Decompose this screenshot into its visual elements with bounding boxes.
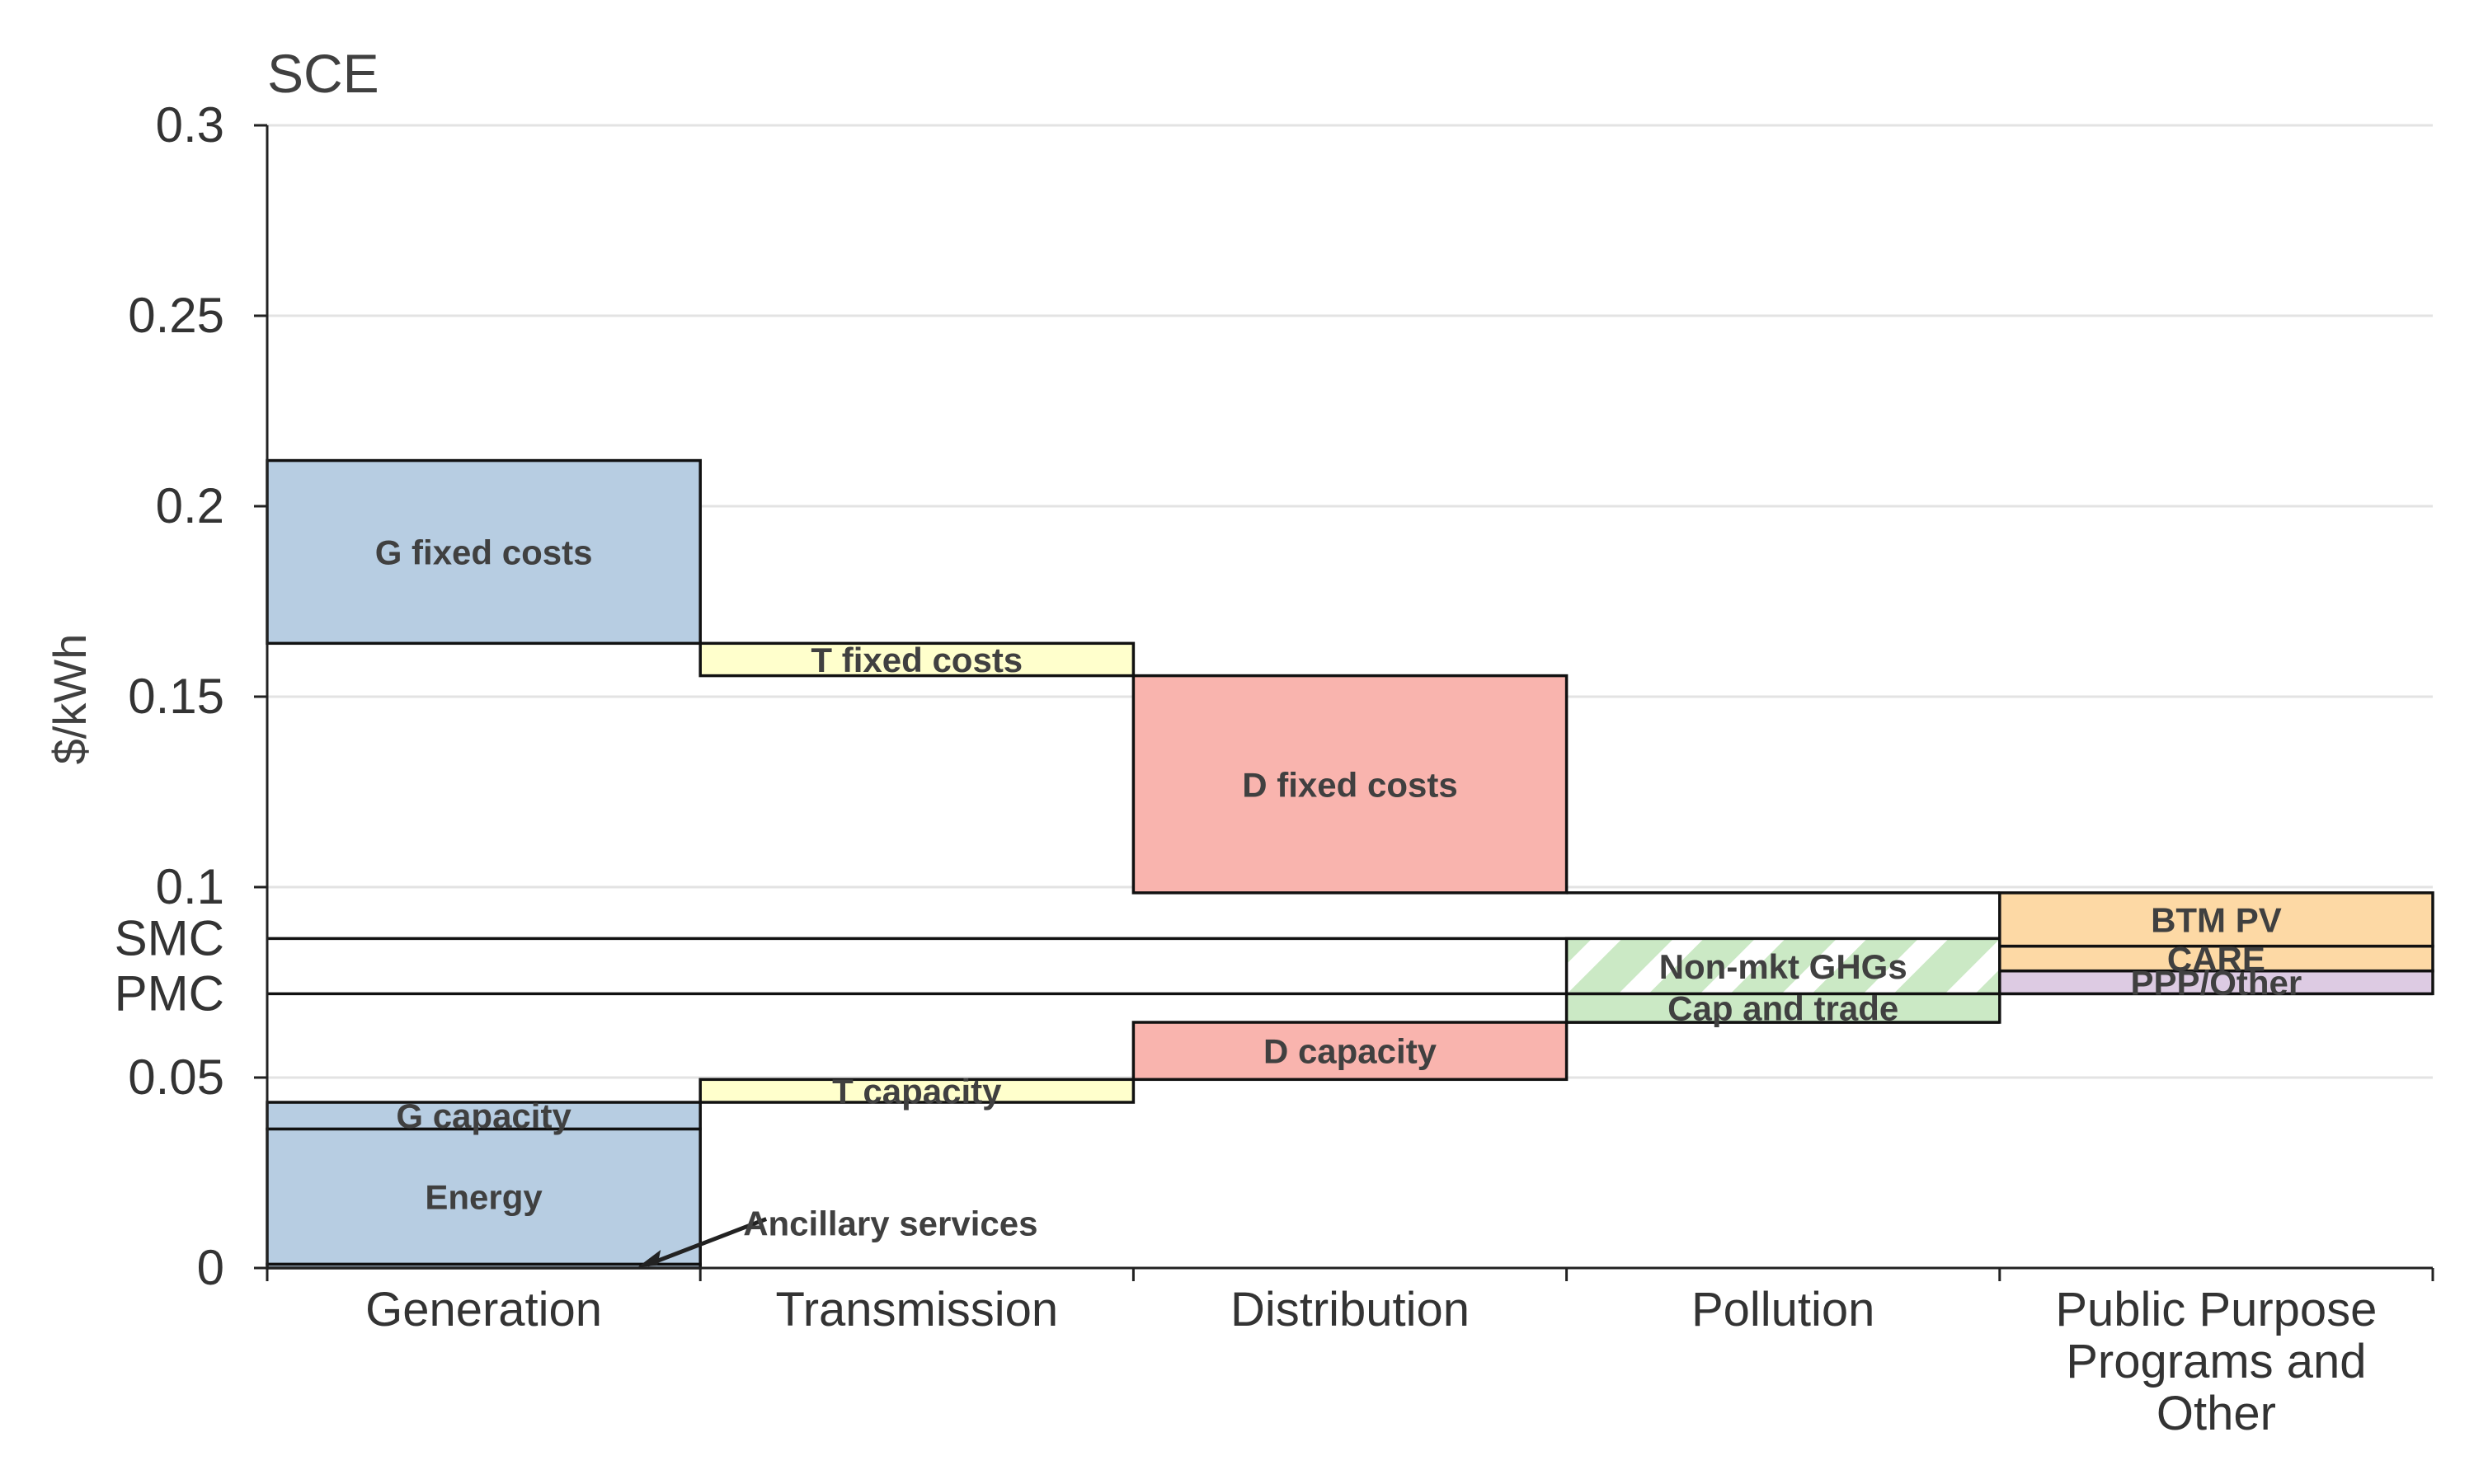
x-category-label: Transmission [775,1283,1058,1336]
reference-line-label: SMC [115,910,224,965]
segment-bar [266,1127,702,1266]
segment-label: T capacity [832,1072,1002,1111]
segment-bar [1564,937,2001,996]
segment-bar [1564,992,2001,1024]
segment-bar [1998,891,2434,948]
segment-label: Non-mkt GHGs [1659,947,1907,986]
segment-label: D fixed costs [1242,765,1457,804]
segment-label: CARE [2167,940,2265,979]
x-category-label: Pollution [1691,1283,1874,1336]
y-tick-label: 0.2 [156,478,224,533]
y-tick-label: 0.15 [128,669,224,724]
segments [266,458,2434,1270]
y-tick-label: 0.05 [128,1050,224,1105]
reference-line-label: PMC [115,965,224,1021]
x-category-label: Programs and [2066,1335,2366,1388]
x-category-label: Other [2157,1387,2276,1440]
segment-label: G capacity [396,1097,571,1135]
axes [254,124,2434,1281]
x-category-label: Generation [365,1283,602,1336]
segment-label: PPP/Other [2131,964,2302,1003]
segment-bar [266,1101,702,1131]
segment-label: Cap and trade [1667,989,1898,1028]
x-category-label: Public Purpose [2055,1283,2377,1336]
segment-label: G fixed costs [375,533,593,571]
segment-bar [266,458,702,646]
segment-label: D capacity [1263,1032,1437,1071]
segment-label: BTM PV [2151,900,2282,939]
segment-label: Energy [425,1177,543,1216]
segment-bar [1131,1021,1569,1082]
y-axis-label: $/kWh [44,634,96,765]
segment-label: Ancillary services [743,1205,1037,1243]
segment-label: T fixed costs [811,641,1023,679]
segment-bar [1131,674,1569,895]
y-tick-label: 0.1 [156,859,224,914]
y-tick-label: 0.3 [156,97,224,153]
segment-bar [698,641,1136,678]
callout-arrow [647,1217,768,1267]
y-tick-label: 0.25 [128,288,224,343]
segment-bar [698,1078,1136,1104]
chart-title: SCE [267,43,379,104]
x-category-label: Distribution [1230,1283,1470,1336]
callout-arrowhead [637,1250,661,1267]
y-tick-label: 0 [197,1240,224,1295]
segment-bar [1998,969,2434,996]
